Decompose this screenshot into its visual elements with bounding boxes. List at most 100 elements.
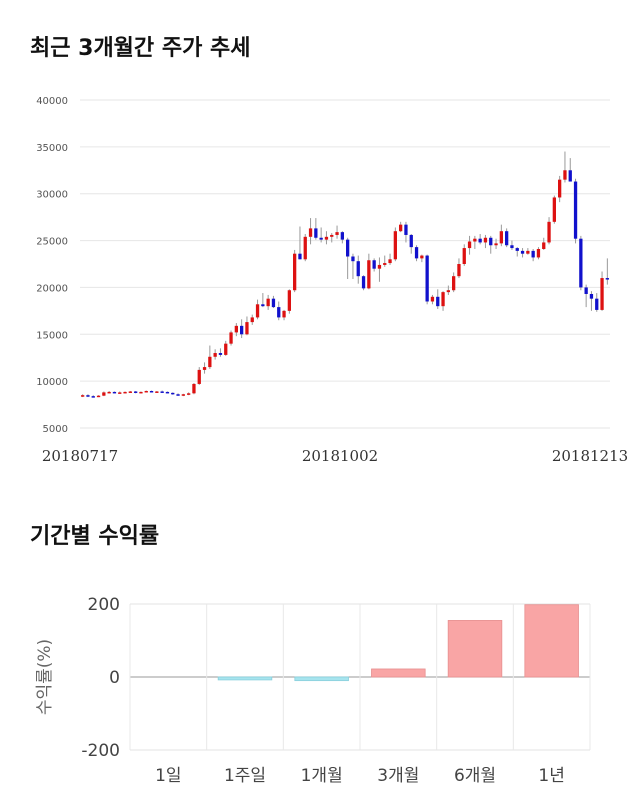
candle-body <box>277 307 281 318</box>
candle-body <box>165 391 170 394</box>
candle-body <box>393 231 397 260</box>
candle-body <box>414 247 419 259</box>
candle-body <box>245 322 249 335</box>
candle-body <box>240 325 244 335</box>
candle-body <box>234 325 238 333</box>
candle-body <box>515 248 519 251</box>
y-tick-label: -200 <box>81 741 120 761</box>
candle-body <box>335 232 339 235</box>
return-bar <box>217 676 273 681</box>
y-tick-label: 200 <box>88 595 120 615</box>
candle-body <box>340 232 344 240</box>
candle-body <box>287 290 291 311</box>
y-tick-label: 25000 <box>36 237 68 248</box>
candle-body <box>446 290 450 293</box>
candle-body <box>526 250 530 254</box>
candle-body <box>372 260 376 269</box>
candle-body <box>160 391 164 393</box>
candle-body <box>520 250 525 254</box>
y-tick-label: 0 <box>109 668 120 688</box>
candle-body <box>213 353 217 357</box>
candle-body <box>155 391 159 393</box>
y-tick-label: 20000 <box>36 283 68 294</box>
candle-body <box>436 296 440 307</box>
period-returns-bar-chart: 200 0 -200 1일 1주일 1개월 3개월 6개월 1년 수익률(%) <box>35 595 591 786</box>
candle-body <box>330 234 334 237</box>
y-tick-label: 15000 <box>36 330 68 341</box>
candle-body <box>197 369 201 384</box>
candle-body <box>473 238 477 242</box>
candle-body <box>144 390 148 393</box>
return-bar <box>447 620 503 678</box>
candle-body <box>542 242 546 250</box>
candle-body <box>547 221 551 243</box>
y-tick-label: 40000 <box>36 96 68 107</box>
candle-body <box>250 317 254 323</box>
candle-body <box>409 234 413 248</box>
candle-body <box>356 261 360 277</box>
candle-body <box>266 298 270 307</box>
x-tick-label: 1개월 <box>301 766 343 786</box>
candle-body <box>324 236 329 240</box>
candle-body <box>399 224 403 232</box>
candle-body <box>589 293 594 299</box>
candle-body <box>367 260 371 289</box>
candle-body <box>293 253 297 291</box>
x-tick-label: 20180717 <box>42 447 118 465</box>
candle-body <box>187 393 191 395</box>
x-tick-label: 6개월 <box>454 766 496 786</box>
candle-body <box>494 243 498 246</box>
candle-body <box>96 395 101 398</box>
candle-body <box>112 391 117 394</box>
candle-body <box>255 304 260 318</box>
candle-body <box>192 383 196 394</box>
candle-body <box>430 296 435 302</box>
candle-body <box>261 304 265 307</box>
candle-body <box>319 237 323 240</box>
candle-body <box>298 253 302 260</box>
x-tick-label: 1주일 <box>224 766 266 786</box>
candle-body <box>139 391 143 394</box>
candle-body <box>388 259 392 264</box>
candle-body <box>605 278 609 280</box>
y-axis-label: 수익률(%) <box>35 639 55 715</box>
candle-body <box>505 231 509 246</box>
candle-body <box>208 356 212 368</box>
candle-body <box>452 276 456 291</box>
candle-body <box>86 395 90 397</box>
candle-body <box>420 255 424 259</box>
candle-body <box>171 392 175 395</box>
candle-body <box>457 264 461 277</box>
candle-body <box>568 170 572 182</box>
candle-body <box>218 353 223 355</box>
candle-body <box>271 298 276 308</box>
candle-body <box>483 237 488 243</box>
candle-body <box>107 391 111 394</box>
candle-body <box>579 238 583 288</box>
y-tick-label: 5000 <box>43 424 68 435</box>
candle-body <box>441 292 445 307</box>
y-tick-label: 35000 <box>36 143 68 154</box>
candle-body <box>102 392 106 396</box>
candle-body <box>510 245 514 249</box>
candle-body <box>176 394 180 396</box>
candle-body <box>558 179 562 198</box>
candle-body <box>224 343 228 355</box>
candle-body <box>91 396 95 398</box>
return-bar <box>371 668 426 678</box>
candle-body <box>351 256 355 262</box>
candle-body <box>149 390 154 393</box>
candle-body <box>346 239 350 257</box>
candle-body <box>600 278 604 310</box>
price-trend-title: 최근 3개월간 주가 추세 <box>30 36 251 61</box>
x-tick-label: 1년 <box>538 766 564 786</box>
candle-body <box>404 224 408 235</box>
x-tick-label: 1일 <box>155 766 181 786</box>
period-returns-title: 기간별 수익률 <box>30 524 160 549</box>
candle-body <box>303 236 307 260</box>
y-tick-label: 30000 <box>36 190 68 201</box>
candle-body <box>499 231 503 244</box>
candle-body <box>377 264 382 269</box>
candle-body <box>552 197 556 222</box>
candle-body <box>123 391 127 394</box>
